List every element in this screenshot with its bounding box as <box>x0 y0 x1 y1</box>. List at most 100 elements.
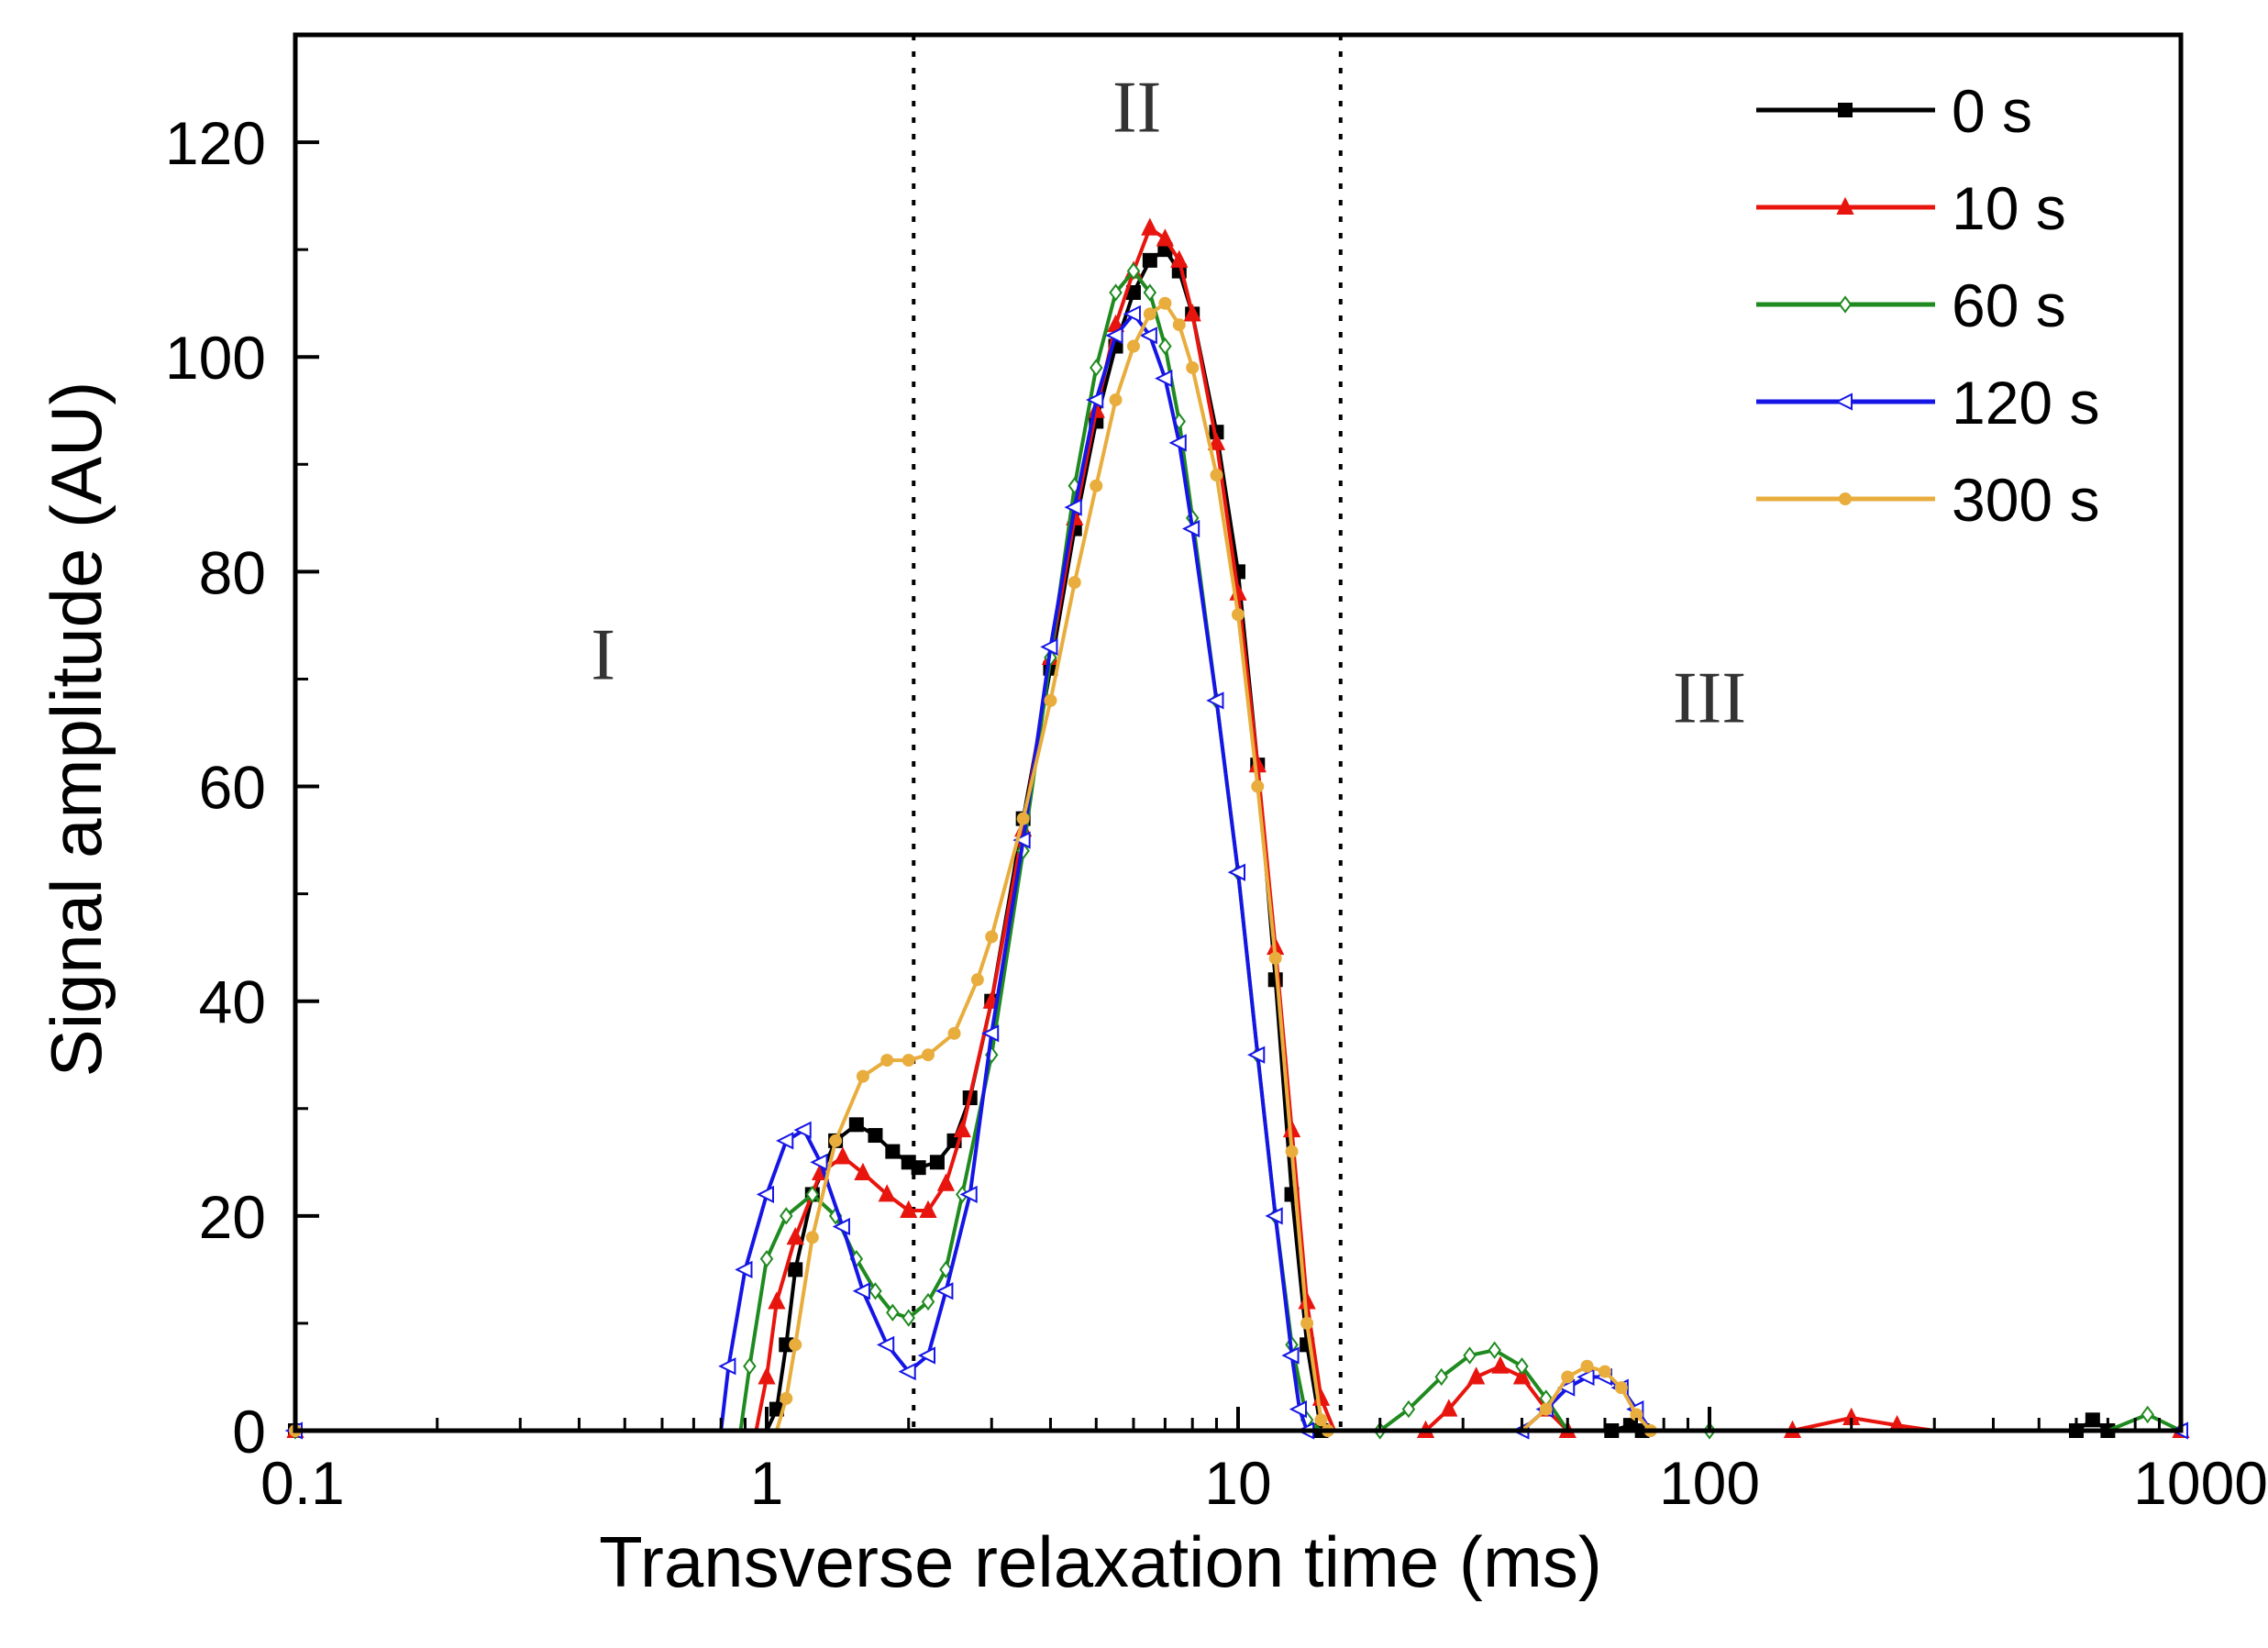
legend-item-2: 60 s <box>1756 271 2066 339</box>
series-1-point <box>1183 304 1201 322</box>
series-3-point <box>1181 519 1200 538</box>
series-4-point <box>1251 780 1265 793</box>
x-tick-label: 1000 <box>2133 1449 2268 1517</box>
series-4-point <box>780 1391 793 1405</box>
series-4-point <box>880 1054 894 1067</box>
x-axis-ticks: 0.1 1 10 100 1000 <box>260 1407 2268 1517</box>
series-2-point <box>902 1309 915 1327</box>
series-2-point <box>2141 1405 2154 1424</box>
series-2-point <box>1109 283 1123 302</box>
series-4-point <box>1158 296 1172 310</box>
region-label-3: III <box>1673 658 1746 738</box>
legend-item-1: 10 s <box>1756 174 2066 242</box>
series-3-point <box>776 1132 794 1150</box>
series-2-point <box>1158 337 1172 356</box>
series-4-point <box>1300 1316 1314 1330</box>
series-1-point <box>1207 432 1226 450</box>
series-2-point <box>805 1185 820 1204</box>
series-2-point <box>868 1282 882 1300</box>
series-4-point <box>1044 693 1057 707</box>
series-3-point <box>1123 304 1141 324</box>
series-0-point <box>2085 1412 2100 1428</box>
legend-label: 300 s <box>1952 466 2099 534</box>
series-4-point <box>985 930 999 944</box>
y-tick-label: 100 <box>165 324 266 392</box>
series-4-point <box>1126 339 1140 353</box>
series-1-point <box>854 1162 872 1181</box>
series-3-point <box>756 1185 774 1204</box>
series-4-point <box>1143 307 1156 321</box>
series-0-point <box>868 1128 883 1144</box>
series-1-point <box>1141 217 1159 236</box>
legend-label: 10 s <box>1952 174 2066 242</box>
series-4-point <box>970 973 984 987</box>
series-3-point <box>832 1217 850 1236</box>
series-3-point <box>1086 391 1104 409</box>
series-3-point <box>959 1185 978 1204</box>
series-3-point <box>1139 326 1157 345</box>
legend-label: 0 s <box>1952 77 2032 145</box>
series-3-point <box>1040 637 1058 656</box>
series-1-point <box>919 1200 937 1218</box>
region-dividers <box>912 35 1343 1431</box>
series-2-point <box>1488 1341 1501 1359</box>
series-2-point <box>1090 359 1103 377</box>
series-3-point <box>735 1260 753 1279</box>
series-3-point <box>1168 434 1187 452</box>
series-1-point <box>953 1119 971 1138</box>
series-4-point <box>1068 576 1081 590</box>
series-1-point <box>878 1184 896 1202</box>
series-2-point <box>921 1292 935 1311</box>
series-2-point <box>743 1357 757 1376</box>
series-4-point <box>1109 393 1123 407</box>
series-1-point <box>768 1291 786 1310</box>
series-4-point <box>1186 360 1200 374</box>
series-1-point <box>936 1173 956 1191</box>
series-4-point <box>1614 1381 1628 1395</box>
series-3-point <box>1064 498 1082 516</box>
series-4-point <box>1580 1359 1594 1373</box>
series-1-point <box>1512 1366 1532 1385</box>
series-3-point <box>898 1362 916 1381</box>
series-1-point <box>1156 228 1174 247</box>
series-3-point <box>917 1346 936 1365</box>
legend-item-0: 0 s <box>1756 77 2032 145</box>
series-4-point <box>947 1026 961 1040</box>
y-tick-label: 120 <box>165 109 266 177</box>
series-4 <box>289 296 2181 1437</box>
series-4-point <box>856 1069 869 1083</box>
series-1-point <box>1170 249 1189 268</box>
series-4-point <box>1314 1413 1328 1427</box>
legend-label: 60 s <box>1952 271 2066 339</box>
series-3-point <box>810 1153 828 1171</box>
series-3-point <box>1206 691 1224 710</box>
series-3-point <box>1281 1346 1300 1365</box>
series-2-point <box>1401 1399 1416 1419</box>
series-3-point <box>1557 1378 1576 1397</box>
series-0-point <box>788 1262 803 1277</box>
region-label-2: II <box>1112 67 1161 148</box>
y-tick-label: 60 <box>199 754 266 822</box>
x-tick-label: 0.1 <box>260 1449 345 1517</box>
legend-marker <box>1836 196 1854 215</box>
series-2-point <box>1434 1367 1448 1387</box>
legend-marker <box>1839 492 1852 505</box>
series-4-point <box>789 1338 802 1352</box>
series-2-point <box>1463 1346 1477 1365</box>
series-4-point <box>1232 608 1245 622</box>
series-3-point <box>935 1282 954 1300</box>
series-3-point <box>1155 370 1173 388</box>
series-4-point <box>1561 1370 1575 1384</box>
series-4-point <box>1210 469 1223 482</box>
x-axis-label: Transverse relaxation time (ms) <box>599 1521 1602 1602</box>
series-4-point <box>1172 318 1186 332</box>
series-4-point <box>1090 479 1103 492</box>
series-3-point <box>1247 1045 1266 1064</box>
series-1-point <box>786 1227 804 1245</box>
x-tick-label: 1 <box>750 1449 784 1517</box>
series-2-point <box>1515 1357 1529 1376</box>
series-2-point <box>780 1207 793 1225</box>
series-3-point <box>876 1335 895 1354</box>
